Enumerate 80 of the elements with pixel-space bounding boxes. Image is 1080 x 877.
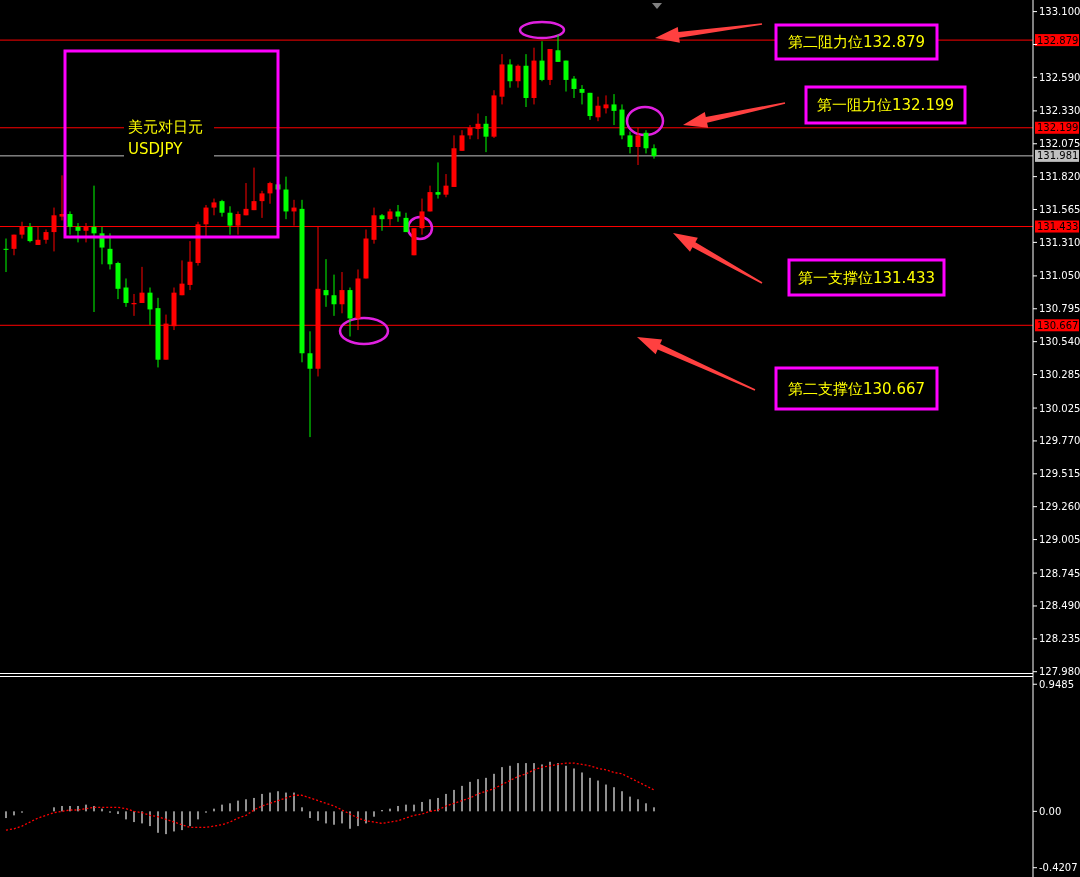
candlestick [643,129,649,154]
candlestick [179,259,185,296]
y-tick-label: 131.565 [1039,204,1080,216]
y-tick-label: 130.540 [1039,336,1080,348]
candlestick [571,75,577,99]
candlestick [27,222,33,243]
text: USDJPY [128,140,184,158]
ref-line-label: 132.199 [1037,122,1079,134]
candlestick [43,228,49,245]
y-tick-label: 128.745 [1039,567,1080,579]
y-tick-label: 132.590 [1039,71,1080,83]
candlestick [91,185,97,313]
y-tick-label: 129.005 [1039,534,1080,546]
candlestick [611,93,617,126]
y-tick-label: 133.100 [1039,6,1080,18]
ref-line-label: 131.981 [1037,150,1079,162]
annotation: 第一支撑位131.433 [797,268,936,287]
candlestick [283,176,289,220]
candlestick [443,173,449,198]
candlestick [651,143,657,160]
text: 美元对日元 [128,118,203,136]
y-tick-label: 0.00 [1039,805,1062,817]
y-tick-label: 129.770 [1039,435,1080,447]
y-tick-label: 130.795 [1039,303,1080,315]
candlestick [395,204,401,223]
candlestick [483,115,489,153]
candlestick [427,185,433,212]
ref-line-label: 130.667 [1037,319,1079,331]
candlestick [331,274,337,317]
candlestick [539,40,545,82]
candlestick [147,287,153,326]
candlestick [211,198,217,216]
candlestick [123,277,129,308]
candlestick [67,210,73,236]
y-tick-label: 0.9485 [1039,678,1074,690]
candlestick [379,213,385,232]
ref-line-label: 132.879 [1037,34,1079,46]
candlestick [435,161,441,200]
candlestick [75,222,81,243]
candlestick [251,167,257,211]
candlestick [139,266,145,304]
candlestick [603,94,609,114]
line-series [5,762,655,831]
candlestick [339,271,345,314]
y-tick-label: -0.4207 [1039,862,1078,874]
annotation: 第二阻力位132.879 [787,33,926,52]
annotation: 第二支撑位130.667 [787,379,926,398]
y-tick-label: 132.330 [1039,105,1080,117]
candlestick [627,131,633,154]
candlestick [187,240,193,291]
annotation: 第一阻力位132.199 [816,96,955,115]
y-tick-label: 131.820 [1039,171,1080,183]
candlestick [587,92,593,121]
y-tick-label: 128.235 [1039,633,1080,645]
candlestick [595,96,601,122]
y-tick-label: 128.490 [1039,600,1080,612]
y-tick-label: 131.310 [1039,236,1080,248]
y-tick-label: 131.050 [1039,270,1080,282]
ref-line-label: 131.433 [1037,221,1079,233]
candlestick [323,258,329,308]
y-tick-label: 127.980 [1039,666,1080,678]
candlestick [555,34,561,63]
candlestick [267,181,273,205]
y-tick-label: 132.075 [1039,138,1080,150]
candlestick [3,238,9,273]
candlestick [227,205,233,236]
candlestick [459,129,465,152]
y-tick-label: 130.285 [1039,369,1080,381]
y-tick-label: 129.260 [1039,501,1080,513]
candlestick [243,182,249,216]
candlestick [307,330,313,438]
y-tick-label: 129.515 [1039,468,1080,480]
candlestick [259,190,265,219]
candlestick [59,174,65,221]
candlestick [579,84,585,105]
candlestick [107,232,113,270]
candlestick [515,63,521,89]
candlestick [507,58,513,89]
candlestick [563,60,569,93]
y-tick-label: 130.025 [1039,402,1080,414]
